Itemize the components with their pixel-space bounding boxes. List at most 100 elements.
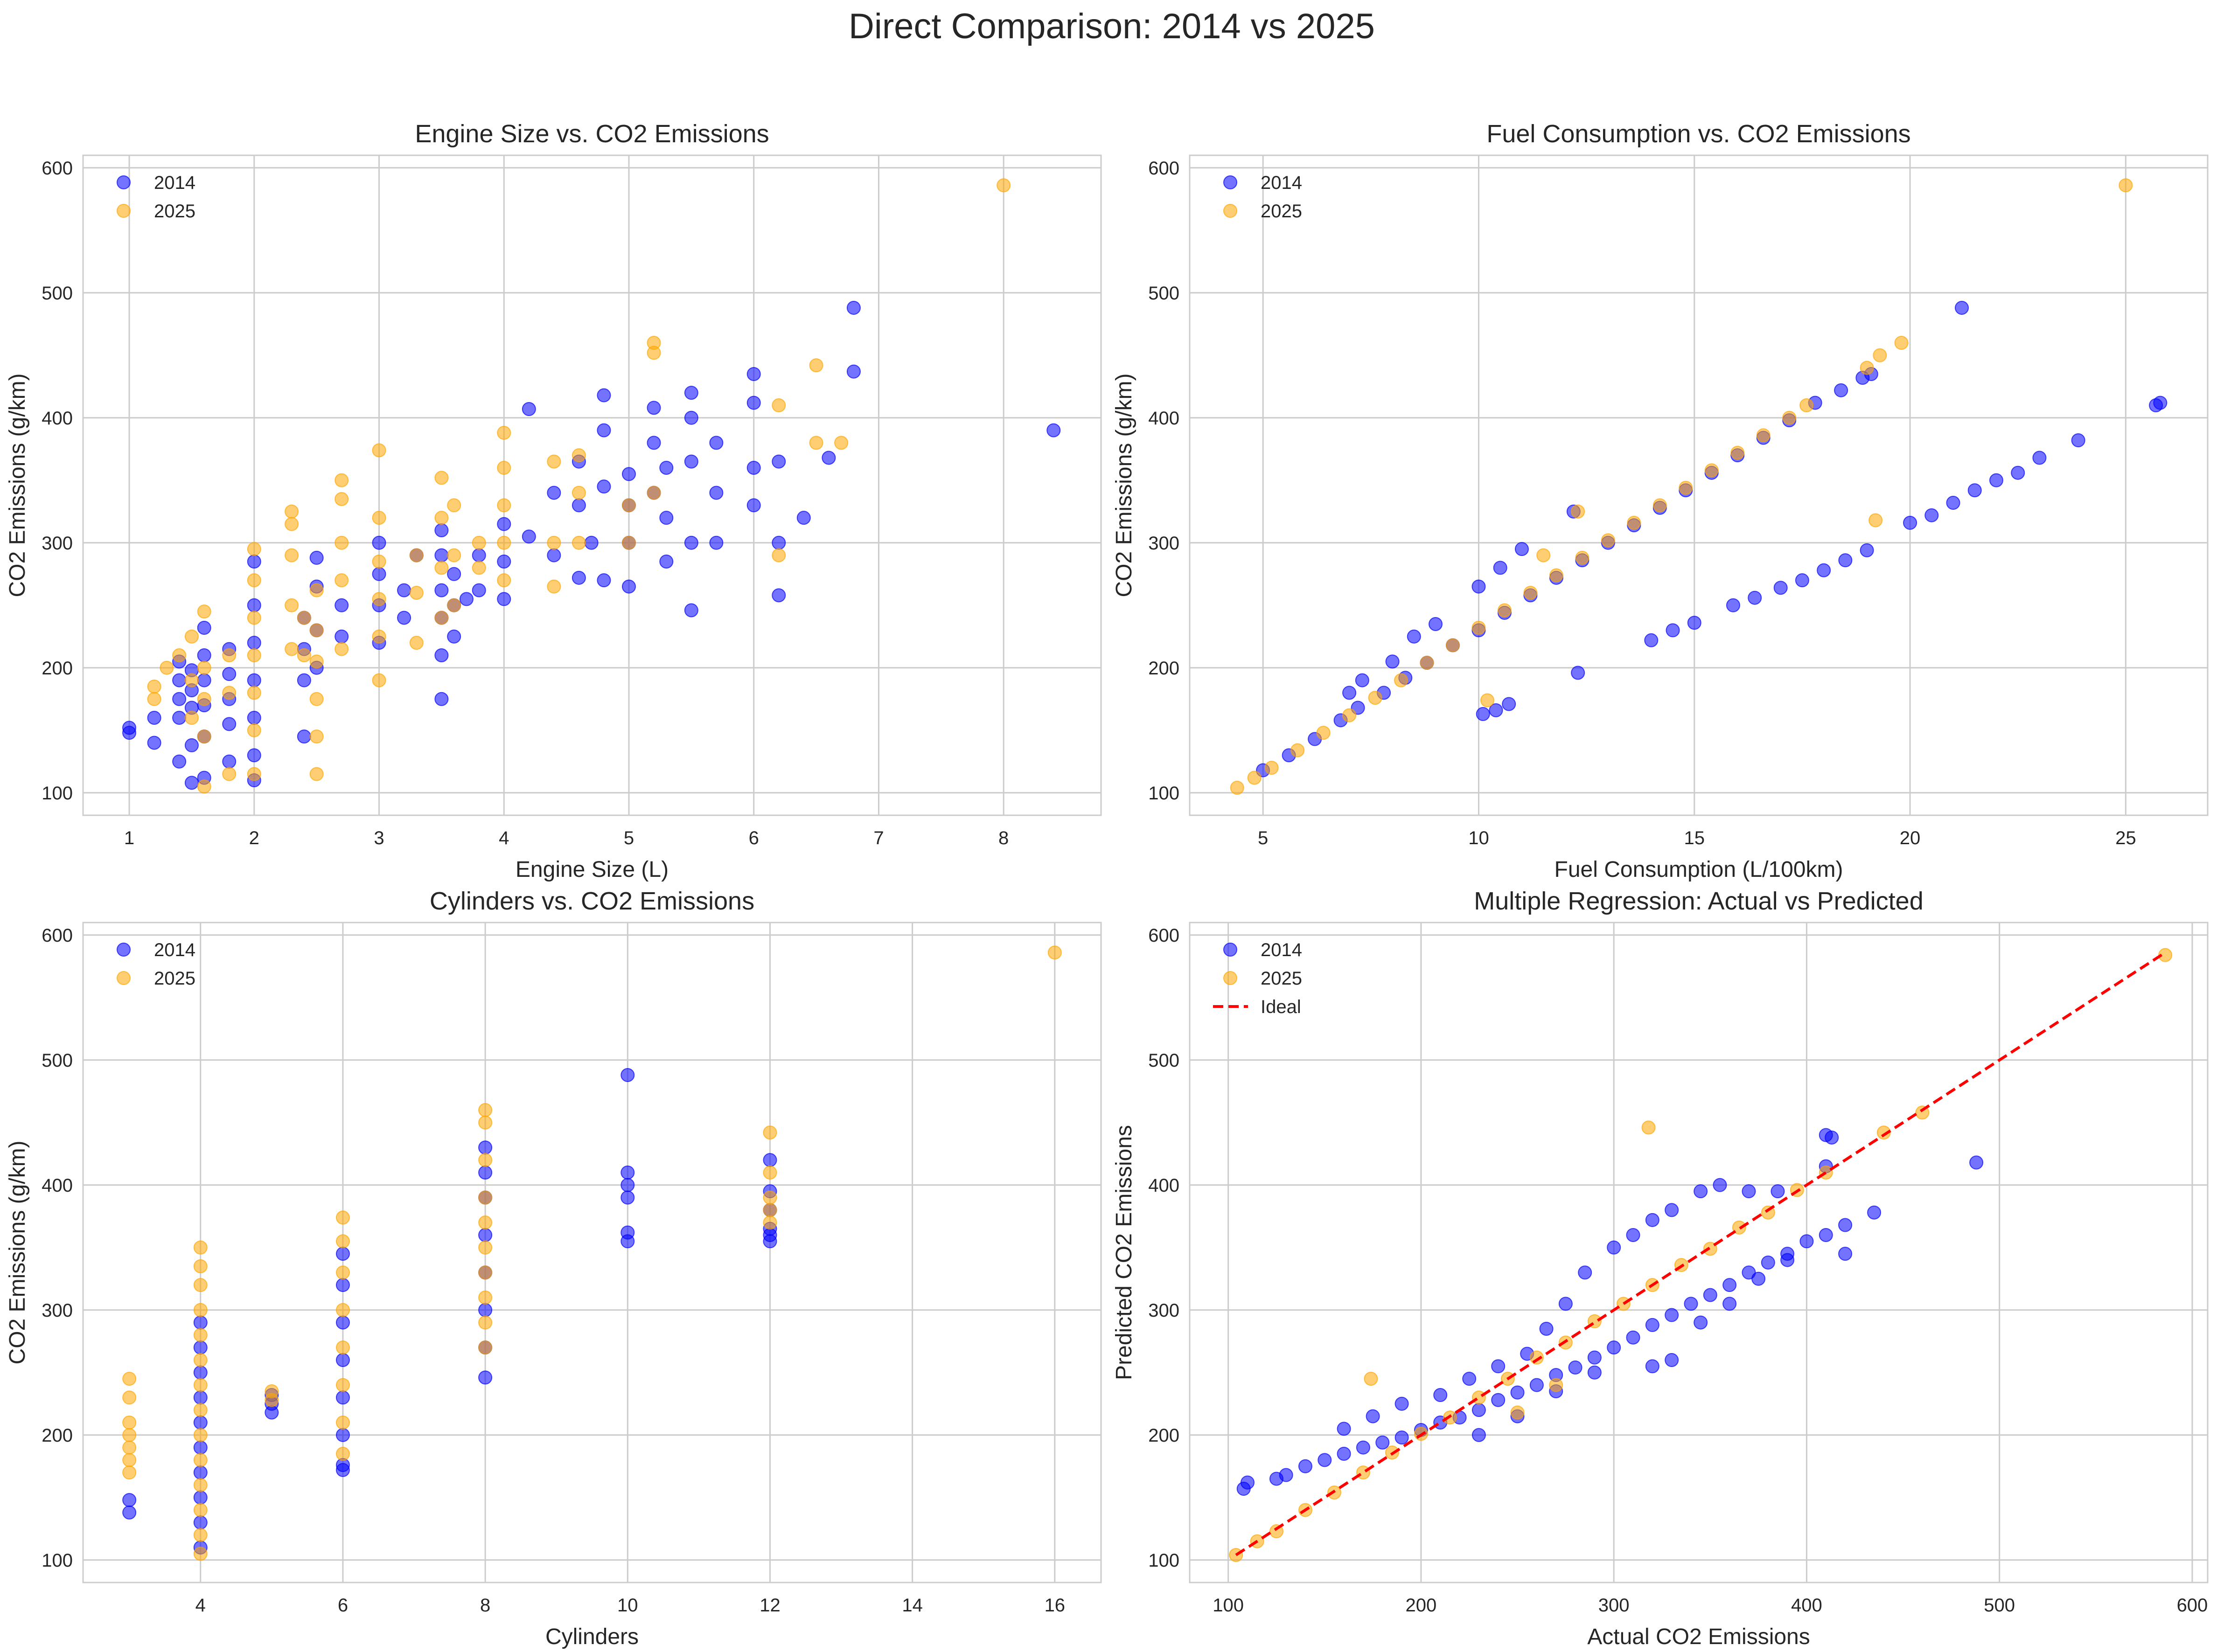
data-point [335, 1234, 350, 1249]
data-point [1704, 463, 1719, 478]
data-point [247, 636, 261, 650]
data-point [772, 398, 786, 412]
data-point [1868, 513, 1883, 528]
y-tick-label: 600 [1148, 925, 1179, 946]
data-point [1264, 761, 1279, 775]
data-point [1298, 1459, 1312, 1473]
data-point [478, 1370, 493, 1385]
y-tick-label: 400 [1148, 408, 1179, 429]
x-tick-label: 4 [499, 828, 509, 848]
data-point [184, 710, 199, 725]
data-point [122, 1390, 137, 1405]
plot-frame [82, 154, 1102, 816]
legend-swatch-2014 [1223, 175, 1237, 189]
data-point [1751, 1271, 1766, 1286]
data-point [1773, 581, 1788, 595]
series-2014 [122, 300, 1061, 790]
data-point [1493, 561, 1507, 575]
data-point [478, 1290, 493, 1305]
y-tick-label: 200 [1148, 1425, 1179, 1446]
data-point [1607, 1240, 1621, 1255]
data-point [1666, 623, 1680, 638]
data-point [335, 1390, 350, 1405]
data-point [497, 535, 511, 550]
chart-title: Cylinders vs. CO2 Emissions [430, 887, 754, 915]
data-point [434, 648, 449, 662]
data-point [1626, 1228, 1640, 1242]
data-point [1817, 563, 1831, 577]
data-point [763, 1203, 777, 1217]
data-point [1046, 423, 1061, 437]
data-point [193, 1315, 208, 1330]
data-point [1607, 1340, 1621, 1355]
data-point [1523, 585, 1538, 600]
data-point [447, 548, 461, 562]
data-point [1722, 1278, 1737, 1292]
chart-title: Engine Size vs. CO2 Emissions [415, 120, 769, 148]
x-tick-label: 16 [1045, 1595, 1066, 1616]
data-point [1626, 1330, 1640, 1345]
data-point [1337, 1422, 1351, 1436]
x-tick-label: 100 [1213, 1595, 1244, 1616]
data-point [772, 588, 786, 603]
data-point [2032, 451, 2047, 465]
data-point [434, 583, 449, 597]
data-point [434, 523, 449, 537]
data-point [746, 367, 761, 381]
data-point [772, 454, 786, 469]
legend-label-2014: 2014 [154, 940, 195, 960]
data-point [372, 554, 386, 569]
data-point [1627, 515, 1641, 530]
data-point [1510, 1405, 1525, 1420]
data-point [193, 1515, 208, 1530]
data-point [547, 486, 561, 500]
x-tick-label: 12 [760, 1595, 781, 1616]
data-point [1407, 629, 1421, 644]
data-point [620, 1165, 635, 1180]
data-point [684, 386, 698, 400]
data-point [193, 1278, 208, 1292]
data-point [822, 451, 836, 465]
x-tick-label: 300 [1598, 1595, 1630, 1616]
data-point [335, 573, 349, 588]
series-2014 [122, 1068, 777, 1555]
data-point [222, 717, 237, 731]
legend-swatch-2014 [117, 175, 131, 189]
y-tick-label: 100 [42, 1550, 73, 1571]
y-axis-label: Predicted CO2 Emissions [1112, 1125, 1136, 1380]
data-point [647, 486, 661, 500]
data-point [1703, 1288, 1717, 1302]
data-point [621, 535, 636, 550]
data-point [309, 550, 324, 565]
data-point [1665, 1353, 1679, 1367]
data-point [478, 1153, 493, 1167]
data-point [684, 454, 698, 469]
data-point [193, 1365, 208, 1380]
data-point [297, 673, 311, 687]
data-point [1587, 1365, 1602, 1380]
data-point [335, 1315, 350, 1330]
data-point [1587, 1350, 1602, 1365]
legend-label-2025: 2025 [1261, 968, 1302, 989]
data-point [122, 721, 137, 735]
data-point [285, 504, 299, 519]
data-point [584, 535, 599, 550]
data-point [1575, 550, 1590, 565]
data-point [1502, 697, 1516, 711]
data-point [372, 535, 386, 550]
data-point [647, 401, 661, 415]
data-point [285, 598, 299, 612]
data-point [620, 1190, 635, 1205]
data-point [1684, 1297, 1698, 1311]
y-tick-label: 300 [1148, 1300, 1179, 1321]
data-point [247, 648, 261, 662]
data-point [160, 660, 174, 675]
x-tick-label: 10 [1468, 828, 1489, 848]
data-point [247, 611, 261, 625]
data-point [193, 1328, 208, 1342]
series-2025 [1230, 178, 2133, 795]
data-point [193, 1403, 208, 1417]
data-point [1549, 568, 1563, 583]
data-point [1290, 743, 1305, 757]
